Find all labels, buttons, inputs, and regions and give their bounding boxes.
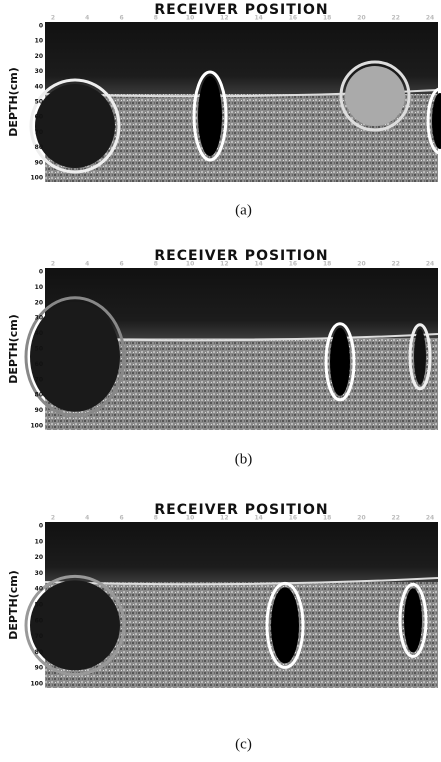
anomaly <box>35 84 115 168</box>
y-axis-label: DEPTH(cm) <box>7 314 20 383</box>
y-tick-label: 80 <box>35 649 43 656</box>
x-tick-label: 14 <box>254 15 262 22</box>
y-tick-label: 40 <box>35 586 43 593</box>
x-tick-label: 18 <box>323 515 331 522</box>
x-tick-label: 2 <box>51 515 55 522</box>
anomaly <box>414 329 426 385</box>
x-tick-label: 10 <box>186 261 194 268</box>
panel-caption: (c) <box>235 736 252 752</box>
x-tick-label: 6 <box>119 15 123 22</box>
anomaly <box>30 302 120 412</box>
y-tick-label: 50 <box>35 602 43 609</box>
anomaly <box>404 588 422 652</box>
x-tick-label: 16 <box>289 515 297 522</box>
y-tick-label: 60 <box>35 114 43 121</box>
x-tick-label: 12 <box>220 261 228 268</box>
anomaly <box>330 328 350 396</box>
y-tick-label: 30 <box>35 315 43 322</box>
y-tick-label: 70 <box>35 376 43 383</box>
panel-title: RECEIVER POSITION <box>154 248 328 264</box>
x-tick-label: 2 <box>51 15 55 22</box>
x-tick-label: 20 <box>357 261 365 268</box>
x-tick-label: 2 <box>51 261 55 268</box>
y-tick-label: 10 <box>35 284 43 291</box>
panel-title: RECEIVER POSITION <box>154 502 328 518</box>
x-tick-label: 18 <box>323 15 331 22</box>
x-tick-label: 22 <box>392 515 400 522</box>
y-tick-label: 100 <box>30 175 43 182</box>
y-tick-label: 0 <box>39 269 43 276</box>
x-tick-label: 24 <box>426 515 434 522</box>
anomaly <box>30 580 120 670</box>
y-axis-label: DEPTH(cm) <box>7 570 20 639</box>
x-tick-label: 10 <box>186 515 194 522</box>
y-tick-label: 60 <box>35 361 43 368</box>
x-tick-label: 16 <box>289 261 297 268</box>
x-tick-label: 20 <box>357 515 365 522</box>
y-tick-label: 20 <box>35 53 43 60</box>
y-tick-label: 70 <box>35 633 43 640</box>
x-tick-label: 4 <box>85 261 89 268</box>
x-tick-label: 10 <box>186 15 194 22</box>
x-tick-label: 6 <box>119 515 123 522</box>
x-tick-label: 22 <box>392 15 400 22</box>
y-tick-label: 70 <box>35 129 43 136</box>
x-tick-label: 20 <box>357 15 365 22</box>
y-tick-label: 80 <box>35 392 43 399</box>
y-tick-label: 20 <box>35 554 43 561</box>
x-tick-label: 16 <box>289 15 297 22</box>
y-tick-label: 50 <box>35 346 43 353</box>
x-tick-label: 4 <box>85 15 89 22</box>
x-tick-label: 12 <box>220 15 228 22</box>
panel-caption: (b) <box>235 451 253 467</box>
y-tick-label: 80 <box>35 144 43 151</box>
y-tick-label: 0 <box>39 523 43 530</box>
y-tick-label: 100 <box>30 681 43 688</box>
y-tick-label: 60 <box>35 617 43 624</box>
y-axis-label: DEPTH(cm) <box>7 67 20 136</box>
anomaly <box>271 587 299 663</box>
y-tick-label: 90 <box>35 407 43 414</box>
x-tick-label: 8 <box>154 15 158 22</box>
y-tick-label: 50 <box>35 99 43 106</box>
y-tick-label: 10 <box>35 538 43 545</box>
y-tick-label: 90 <box>35 159 43 166</box>
y-tick-label: 0 <box>39 23 43 30</box>
x-tick-label: 8 <box>154 261 158 268</box>
panel-title: RECEIVER POSITION <box>154 2 328 18</box>
y-tick-label: 90 <box>35 665 43 672</box>
x-tick-label: 8 <box>154 515 158 522</box>
y-tick-label: 30 <box>35 68 43 75</box>
x-tick-label: 6 <box>119 261 123 268</box>
x-tick-label: 24 <box>426 15 434 22</box>
y-tick-label: 20 <box>35 299 43 306</box>
x-tick-label: 12 <box>220 515 228 522</box>
panel-caption: (a) <box>235 202 252 218</box>
y-tick-label: 100 <box>30 423 43 430</box>
image-top-band <box>45 522 438 582</box>
x-tick-label: 4 <box>85 515 89 522</box>
anomaly <box>345 66 405 126</box>
x-tick-label: 14 <box>254 515 262 522</box>
y-tick-label: 10 <box>35 38 43 45</box>
x-tick-label: 24 <box>426 261 434 268</box>
anomaly <box>198 76 222 156</box>
y-tick-label: 30 <box>35 570 43 577</box>
y-tick-label: 40 <box>35 330 43 337</box>
y-tick-label: 40 <box>35 83 43 90</box>
x-tick-label: 14 <box>254 261 262 268</box>
figure: RECEIVER POSITIONDEPTH(cm)24681012141618… <box>0 0 441 762</box>
x-tick-label: 22 <box>392 261 400 268</box>
x-tick-label: 18 <box>323 261 331 268</box>
